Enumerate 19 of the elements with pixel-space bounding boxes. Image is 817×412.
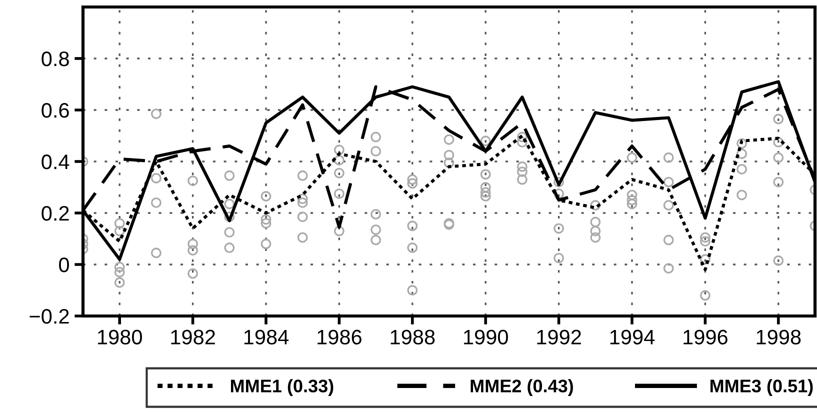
x-tick-label: 1982 — [171, 330, 215, 344]
x-tick-label: 1998 — [756, 330, 801, 344]
y-tick-label: 0.4 — [42, 154, 70, 170]
x-tick-label: 1986 — [318, 330, 362, 344]
y-tick-label: 0.2 — [42, 206, 69, 221]
y-tick-label: 0.8 — [42, 52, 69, 66]
legend-label: MME2 (0.43) — [470, 379, 573, 396]
y-tick-label: 0.6 — [42, 103, 69, 118]
x-tick-label: 1996 — [684, 330, 728, 344]
x-tick-label: 1988 — [390, 330, 435, 344]
x-tick-label: 1994 — [610, 330, 655, 344]
x-tick-label: 1980 — [98, 330, 142, 344]
legend-label: MME1 (0.33) — [230, 379, 334, 396]
y-tick-label: 0 — [59, 258, 69, 272]
x-tick-label: 1992 — [537, 330, 581, 344]
legend-label: MME3 (0.51) — [710, 379, 813, 396]
x-tick-label: 1990 — [464, 330, 508, 344]
y-tick-label: −0.2 — [30, 309, 69, 324]
x-tick-label: 1984 — [244, 330, 289, 344]
